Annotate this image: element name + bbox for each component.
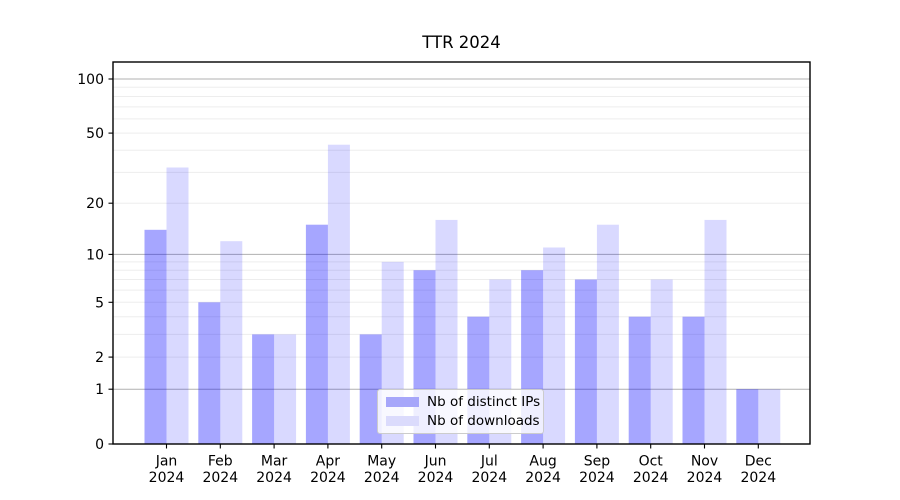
bar — [543, 247, 566, 444]
x-tick-label-month: Nov — [691, 454, 718, 470]
x-tick-label-month: Oct — [639, 454, 664, 470]
bar — [274, 334, 297, 444]
y-tick-label: 20 — [86, 196, 104, 212]
y-tick-label: 1 — [95, 382, 104, 398]
bar — [220, 241, 243, 444]
gridlines-minor — [113, 86, 810, 358]
x-tick-label-month: Jan — [155, 454, 178, 470]
x-tick-label-month: Jul — [480, 454, 498, 470]
x-tick-label-month: Mar — [261, 454, 288, 470]
bar — [166, 167, 189, 444]
bar — [650, 279, 673, 444]
x-tick-label-year: 2024 — [202, 470, 238, 486]
x-tick-label-year: 2024 — [256, 470, 292, 486]
legend-swatch-downloads — [386, 416, 419, 427]
y-tick-label: 100 — [77, 72, 104, 88]
legend-label-distinct-ips: Nb of distinct IPs — [427, 393, 541, 410]
bar — [596, 224, 619, 444]
bar — [435, 219, 458, 444]
bar — [704, 219, 727, 444]
bar — [305, 224, 328, 444]
x-tick-label-year: 2024 — [310, 470, 346, 486]
x-tick-label-year: 2024 — [149, 470, 185, 486]
bar — [574, 279, 597, 444]
x-tick-label-month: Feb — [208, 454, 233, 470]
bar — [628, 316, 651, 444]
x-tick-label-year: 2024 — [633, 470, 669, 486]
x-tick-label-year: 2024 — [471, 470, 507, 486]
legend-label-downloads: Nb of downloads — [427, 413, 540, 430]
bar — [682, 316, 705, 444]
x-tick-label-month: Sep — [584, 454, 611, 470]
legend-item-distinct-ips: Nb of distinct IPs — [386, 394, 543, 410]
legend: Nb of distinct IPs Nb of downloads — [377, 389, 544, 434]
y-tick-label: 10 — [86, 247, 104, 263]
bar — [252, 334, 275, 444]
bar — [144, 229, 167, 444]
x-tick-label-year: 2024 — [525, 470, 561, 486]
y-tick-label: 50 — [86, 126, 104, 142]
x-axis: Jan2024Feb2024Mar2024Apr2024May2024Jun20… — [149, 444, 776, 486]
bar — [327, 144, 350, 444]
chart-title: TTR 2024 — [422, 33, 501, 52]
y-tick-label: 5 — [95, 295, 104, 311]
bar — [359, 334, 382, 444]
y-tick-label: 0 — [95, 437, 104, 453]
y-axis: 0 1 2 5 10 20 50 100 — [77, 72, 113, 453]
x-tick-label-month: Apr — [316, 454, 340, 470]
legend-item-downloads: Nb of downloads — [386, 413, 543, 429]
x-tick-label-year: 2024 — [418, 470, 454, 486]
x-tick-label-year: 2024 — [364, 470, 400, 486]
y-tick-label: 2 — [95, 350, 104, 366]
x-tick-label-month: Aug — [529, 454, 556, 470]
bar — [736, 389, 759, 444]
x-tick-label-year: 2024 — [740, 470, 776, 486]
x-tick-label-month: Jun — [424, 454, 447, 470]
legend-swatch-distinct-ips — [386, 396, 419, 407]
x-tick-label-year: 2024 — [579, 470, 615, 486]
x-tick-label-month: May — [367, 454, 396, 470]
bar — [758, 389, 781, 444]
x-tick-label-year: 2024 — [687, 470, 723, 486]
x-tick-label-month: Dec — [745, 454, 772, 470]
plot-border — [112, 61, 811, 445]
bar — [198, 302, 221, 444]
